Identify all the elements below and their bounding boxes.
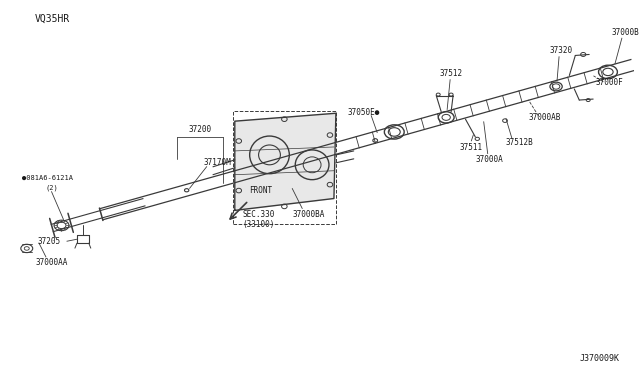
Text: 37512: 37512 xyxy=(440,69,463,78)
Text: 37000BA: 37000BA xyxy=(293,210,325,219)
Text: VQ35HR: VQ35HR xyxy=(35,13,70,23)
Text: 37000AA: 37000AA xyxy=(36,259,68,267)
Text: 37000A: 37000A xyxy=(476,155,504,164)
Text: (33100): (33100) xyxy=(243,220,275,229)
Text: ●081A6-6121A: ●081A6-6121A xyxy=(22,175,73,181)
Text: 37050E●: 37050E● xyxy=(347,108,380,117)
Text: J370009K: J370009K xyxy=(579,354,620,363)
Text: 37320: 37320 xyxy=(550,46,573,55)
Text: 37512B: 37512B xyxy=(506,138,534,147)
Text: 37000F: 37000F xyxy=(595,78,623,87)
Text: 37205: 37205 xyxy=(38,237,61,246)
Text: 37511: 37511 xyxy=(460,143,483,152)
Text: 37000AB: 37000AB xyxy=(528,113,561,122)
Bar xyxy=(233,111,336,224)
Text: FRONT: FRONT xyxy=(249,186,272,195)
Text: 37000B: 37000B xyxy=(612,28,640,37)
Polygon shape xyxy=(235,113,336,211)
Text: (2): (2) xyxy=(45,185,58,191)
Text: 37200: 37200 xyxy=(188,125,211,134)
Text: 37170M: 37170M xyxy=(204,158,232,167)
Text: SEC.330: SEC.330 xyxy=(243,210,275,219)
